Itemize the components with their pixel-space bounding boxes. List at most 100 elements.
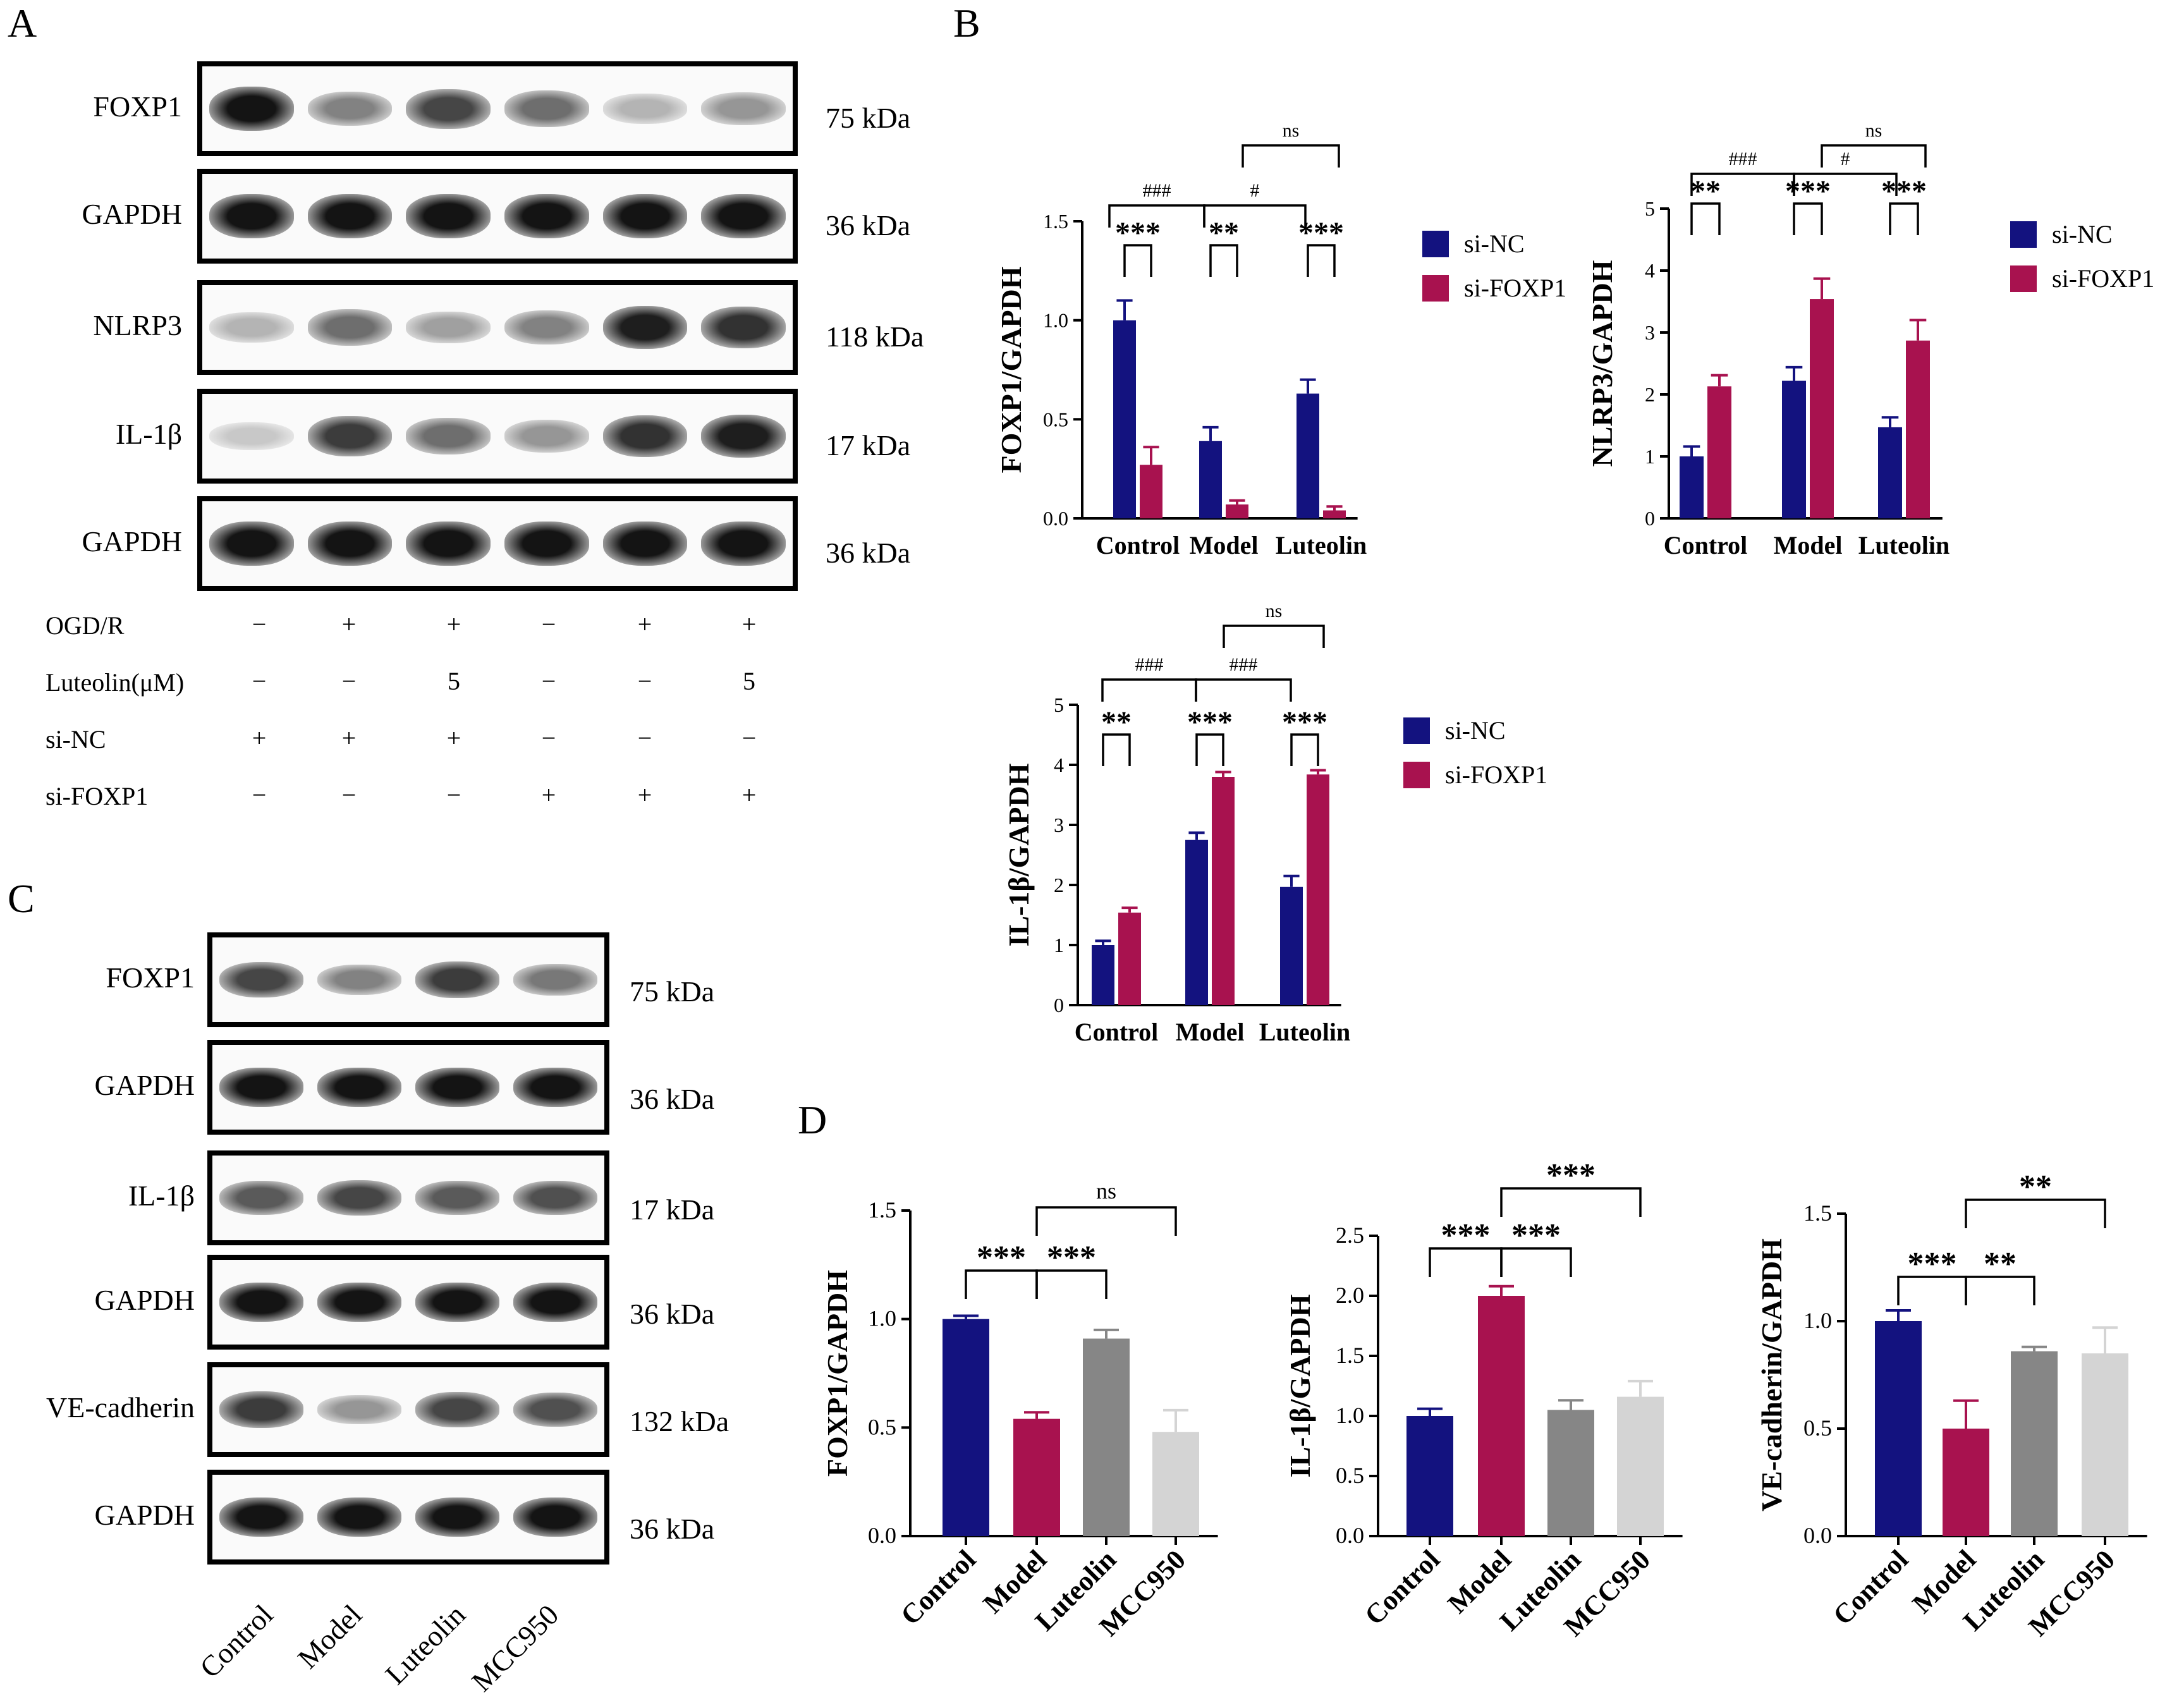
bar: [1875, 1321, 1922, 1536]
significance-label: ###: [1729, 149, 1757, 169]
legend-swatch: [1403, 717, 1430, 744]
bar: [1226, 504, 1248, 518]
blot-strip: [197, 280, 798, 375]
bar: [1152, 1432, 1199, 1536]
blot-row-label: GAPDH: [82, 525, 182, 558]
condition-label: si-NC: [46, 725, 106, 753]
protein-band: [504, 420, 589, 453]
protein-band: [513, 1283, 598, 1322]
legend-swatch: [2010, 221, 2037, 248]
blot-strip: [207, 932, 609, 1027]
bar: [1707, 386, 1731, 518]
condition-value: +: [541, 781, 556, 809]
condition-value: −: [252, 610, 267, 638]
protein-band: [701, 307, 786, 348]
blot-strip: [207, 1150, 609, 1245]
significance-bracket: [1793, 173, 1898, 196]
bar: [1083, 1338, 1130, 1536]
y-tick-label: 1: [1645, 445, 1655, 468]
protein-band: [219, 962, 304, 997]
protein-band: [406, 311, 491, 344]
blot-strip: [197, 169, 798, 264]
bar: [1782, 381, 1806, 518]
condition-value: 5: [448, 667, 460, 695]
x-tick-label: Luteolin: [1858, 531, 1949, 559]
condition-value: −: [541, 667, 556, 695]
protein-band: [219, 1181, 304, 1215]
protein-band: [701, 92, 786, 125]
significance-label: ***: [1441, 1217, 1491, 1254]
protein-band: [602, 94, 688, 124]
protein-band: [701, 194, 786, 238]
bar: [1280, 886, 1303, 1005]
blot-row-kda: 17 kDa: [630, 1193, 715, 1226]
significance-label: ns: [1266, 601, 1283, 621]
x-tick-label: Control: [1075, 1018, 1159, 1046]
significance-label: ***: [1511, 1217, 1561, 1254]
bar: [1810, 299, 1834, 518]
protein-band: [307, 194, 393, 238]
significance-bracket: [1889, 202, 1919, 235]
protein-band: [317, 964, 402, 996]
y-tick-label: 0.5: [1043, 408, 1068, 430]
protein-band: [415, 1068, 500, 1107]
condition-value: −: [637, 667, 652, 695]
significance-label: **: [1984, 1246, 2017, 1282]
legend-label: si-NC: [2052, 220, 2113, 248]
significance-bracket: [1793, 202, 1823, 235]
x-tick-label: Control: [1664, 531, 1748, 559]
y-tick-label: 0.0: [1336, 1523, 1364, 1548]
protein-band: [317, 1283, 402, 1322]
protein-band: [504, 310, 589, 345]
blot-row-label: NLRP3: [93, 309, 182, 341]
x-tick-label: Control: [1358, 1544, 1446, 1631]
blot-row-kda: 36 kDa: [630, 1083, 715, 1115]
blot-row-label: IL-1β: [128, 1180, 195, 1212]
significance-bracket: [1195, 678, 1292, 702]
condition-value: +: [341, 724, 357, 752]
protein-band: [406, 194, 491, 238]
y-tick-label: 1: [1054, 934, 1064, 956]
blot-row-label: FOXP1: [93, 90, 182, 123]
bar: [1478, 1296, 1525, 1536]
significance-bracket: [1242, 144, 1340, 168]
protein-band: [209, 312, 294, 343]
panel-letter-b: B: [953, 1, 980, 46]
protein-band: [513, 1392, 598, 1427]
significance-label: ***: [1881, 174, 1927, 208]
y-tick-label: 2: [1054, 874, 1064, 896]
blot-row-label: VE-cadherin: [46, 1391, 195, 1424]
condition-value: +: [446, 610, 461, 638]
protein-band: [602, 522, 688, 566]
protein-band: [513, 964, 598, 996]
blot-row-kda: 17 kDa: [826, 429, 911, 461]
x-tick-label: Model: [1190, 531, 1259, 559]
protein-band: [415, 1498, 500, 1537]
y-tick-label: 4: [1054, 753, 1064, 776]
x-tick-label: Luteolin: [1259, 1018, 1350, 1046]
x-tick-label: Model: [1176, 1018, 1245, 1046]
significance-bracket: [1209, 244, 1238, 277]
significance-label: **: [1690, 174, 1721, 208]
protein-band: [317, 1180, 402, 1216]
protein-band: [209, 422, 294, 451]
protein-band: [219, 1283, 304, 1322]
bar: [1212, 777, 1235, 1005]
blot-row-kda: 36 kDa: [826, 209, 911, 241]
y-axis-label: IL-1β/GAPDH: [1003, 763, 1035, 946]
condition-value: +: [252, 724, 267, 752]
y-tick-label: 1.5: [1803, 1200, 1832, 1226]
y-tick-label: 1.5: [1336, 1343, 1364, 1368]
y-tick-label: 2: [1645, 383, 1655, 406]
protein-band: [513, 1068, 598, 1107]
protein-band: [415, 1283, 500, 1322]
condition-value: −: [637, 724, 652, 752]
protein-band: [317, 1068, 402, 1107]
y-axis-label: NLRP3/GAPDH: [1586, 260, 1618, 467]
significance-bracket: [1035, 1269, 1107, 1299]
y-tick-label: 2.5: [1336, 1223, 1364, 1248]
blot-strip: [197, 61, 798, 156]
blot-strip: [207, 1362, 609, 1457]
significance-label: #: [1841, 149, 1850, 169]
significance-label: **: [1101, 705, 1132, 739]
